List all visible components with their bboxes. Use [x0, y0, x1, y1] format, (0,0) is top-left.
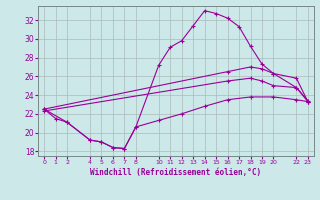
X-axis label: Windchill (Refroidissement éolien,°C): Windchill (Refroidissement éolien,°C) — [91, 168, 261, 177]
